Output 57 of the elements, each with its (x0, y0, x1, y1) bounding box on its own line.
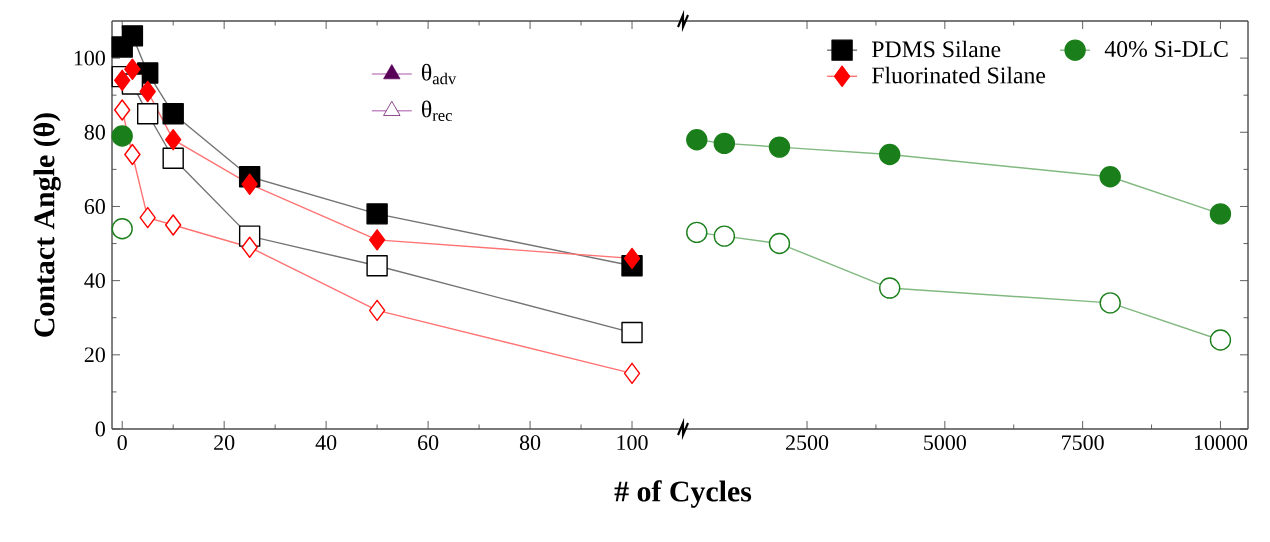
point (139, 80, 156, 103)
point (368, 299, 386, 322)
point (879, 277, 901, 299)
point (162, 103, 184, 125)
point (139, 206, 156, 229)
point (1099, 292, 1121, 314)
point (241, 236, 258, 258)
x-tick-label: 7500 (1062, 435, 1104, 451)
y-tick-label: 20 (84, 347, 105, 363)
point (686, 221, 708, 244)
x-tick-label: 0 (117, 435, 127, 451)
legend-label: 40% Si-DLC (1104, 40, 1228, 58)
x-tick-label: 60 (418, 435, 439, 451)
point (241, 173, 258, 195)
annotation: θ$_{adv}$ (421, 63, 457, 85)
point (121, 25, 144, 47)
point (164, 214, 182, 236)
point (164, 128, 182, 151)
point (621, 321, 643, 344)
annotation: θ$_{rec}$ (421, 100, 452, 122)
y-axis-title: Contact Angle (θ) (33, 113, 61, 337)
x-tick-label: 2500 (786, 435, 829, 451)
point (368, 229, 386, 251)
x-tick-label: 5000 (924, 435, 966, 451)
y-tick-label: 100 (74, 50, 105, 66)
x-tick-label: 100 (617, 435, 648, 451)
y-tick-label: 80 (84, 124, 105, 140)
x-tick-label: 80 (519, 435, 541, 451)
point (768, 136, 791, 158)
point (879, 143, 901, 166)
y-tick-label: 60 (84, 199, 105, 214)
point (623, 362, 641, 385)
point (713, 225, 736, 247)
y-tick-label: 40 (84, 273, 105, 289)
legend-label: PDMS Silane (871, 40, 1001, 58)
x-tick-label: 40 (315, 435, 337, 451)
point (1099, 166, 1121, 188)
point (366, 203, 388, 225)
point (1209, 203, 1232, 225)
point (623, 247, 641, 270)
point (111, 218, 133, 240)
legend-label: Fluorinated Silane (871, 66, 1046, 84)
point (124, 143, 141, 166)
point (136, 103, 159, 125)
y-tick-label: 0 (95, 421, 105, 437)
point (114, 99, 131, 121)
point (713, 132, 736, 155)
point (366, 255, 388, 277)
x-axis-title: # of Cycles (614, 480, 752, 508)
point (768, 232, 791, 255)
point (1209, 329, 1232, 351)
point (111, 125, 133, 147)
x-tick-label: 20 (214, 435, 235, 451)
point (162, 147, 184, 169)
point (686, 128, 708, 151)
x-tick-label: 10000 (1194, 435, 1248, 451)
point (124, 58, 141, 80)
